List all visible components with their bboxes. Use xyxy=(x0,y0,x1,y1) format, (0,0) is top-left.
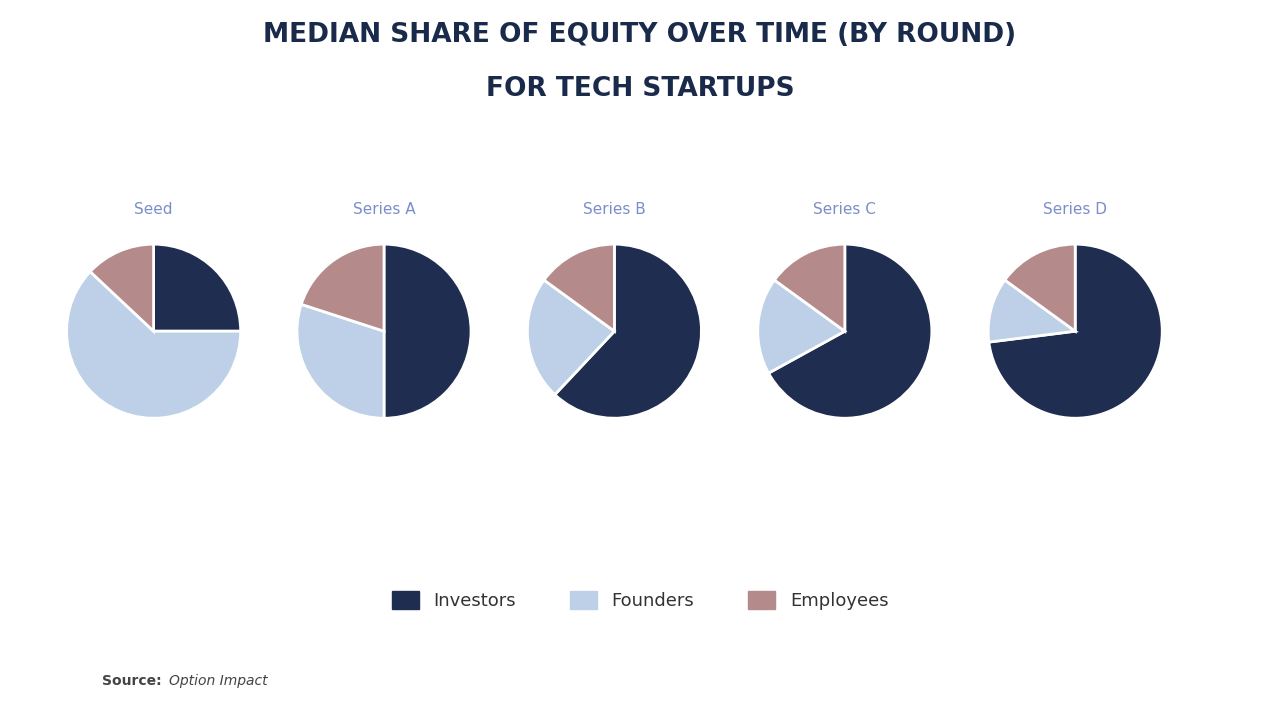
Title: Seed: Seed xyxy=(134,202,173,217)
Title: Series A: Series A xyxy=(353,202,415,217)
Text: Source:: Source: xyxy=(102,674,166,688)
Wedge shape xyxy=(301,244,384,331)
Wedge shape xyxy=(67,271,241,418)
Wedge shape xyxy=(384,244,471,418)
Title: Series C: Series C xyxy=(813,202,877,217)
Legend: Investors, Founders, Employees: Investors, Founders, Employees xyxy=(384,584,896,617)
Text: Option Impact: Option Impact xyxy=(169,674,268,688)
Wedge shape xyxy=(297,305,384,418)
Wedge shape xyxy=(90,244,154,331)
Wedge shape xyxy=(988,280,1075,342)
Wedge shape xyxy=(154,244,241,331)
Wedge shape xyxy=(527,280,614,395)
Wedge shape xyxy=(1005,244,1075,331)
Text: MEDIAN SHARE OF EQUITY OVER TIME (BY ROUND): MEDIAN SHARE OF EQUITY OVER TIME (BY ROU… xyxy=(264,22,1016,48)
Wedge shape xyxy=(554,244,701,418)
Text: FOR TECH STARTUPS: FOR TECH STARTUPS xyxy=(485,76,795,102)
Wedge shape xyxy=(544,244,614,331)
Title: Series D: Series D xyxy=(1043,202,1107,217)
Wedge shape xyxy=(758,280,845,373)
Text: N: N xyxy=(1202,663,1217,682)
Wedge shape xyxy=(989,244,1162,418)
Title: Series B: Series B xyxy=(582,202,646,217)
Wedge shape xyxy=(768,244,932,418)
Wedge shape xyxy=(774,244,845,331)
